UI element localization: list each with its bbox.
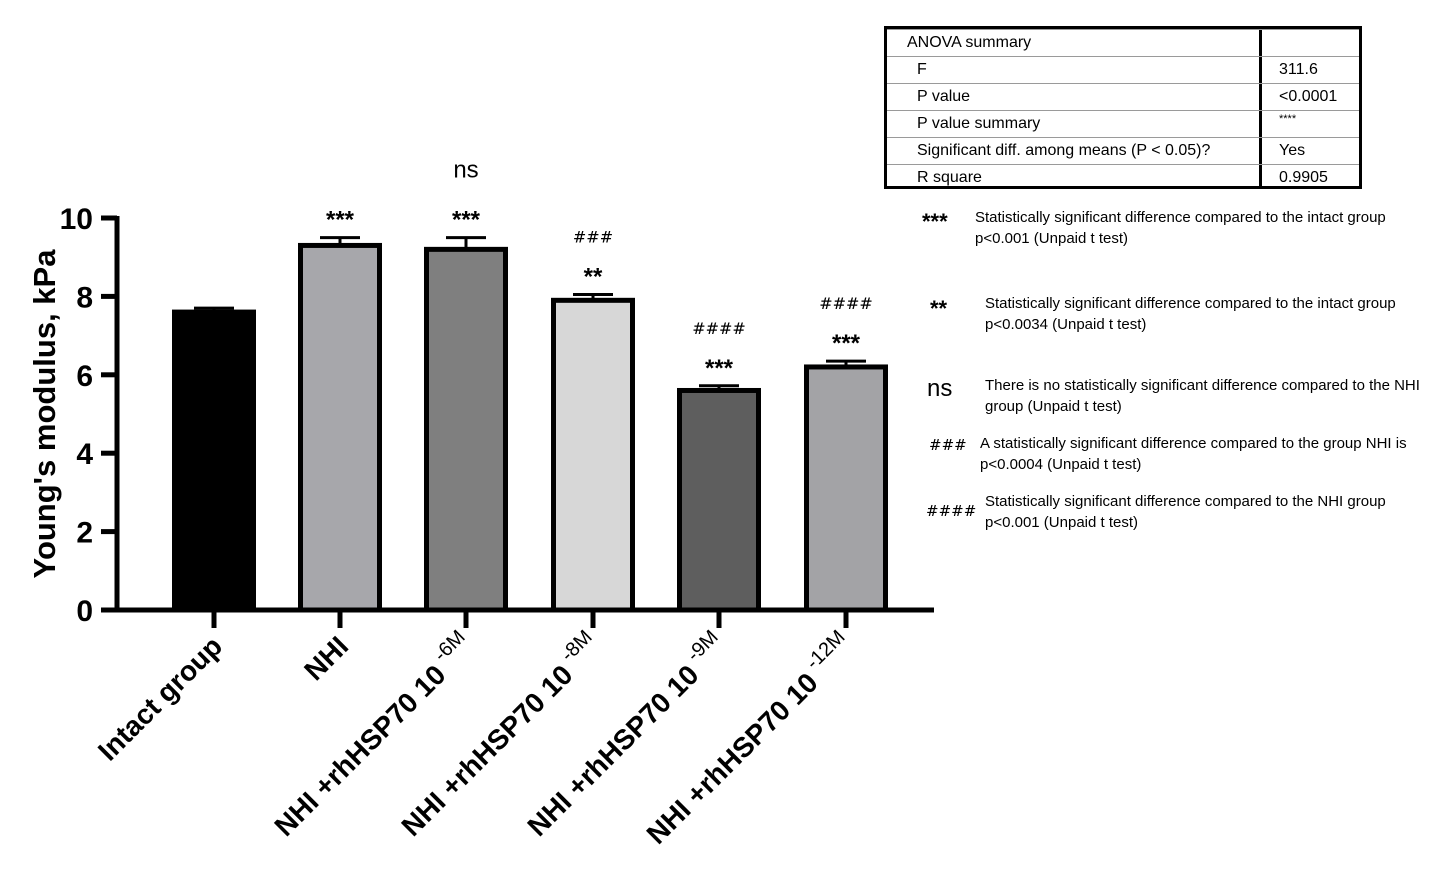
legend-symbol: ns <box>927 375 953 402</box>
anova-column-divider <box>1259 29 1262 186</box>
legend-text: A statistically significant difference c… <box>980 435 1407 473</box>
bar <box>298 242 382 613</box>
legend-symbol: *** <box>922 209 948 234</box>
y-tick-label: 2 <box>76 517 93 550</box>
anova-label: R square <box>917 169 982 186</box>
anova-value: **** <box>1279 113 1297 125</box>
significance-label: ** <box>584 263 603 290</box>
significance-label: *** <box>705 355 734 382</box>
legend-symbol: #### <box>926 502 977 520</box>
significance-label: *** <box>452 207 481 234</box>
anova-value: 311.6 <box>1279 61 1318 78</box>
bar <box>551 297 635 613</box>
legend-symbol: ### <box>929 436 967 454</box>
anova-label: P value summary <box>917 115 1041 132</box>
significance-label: #### <box>819 294 873 313</box>
anova-row-p-summary: P value summary **** <box>887 110 1359 138</box>
y-axis-title: Young's modulus, kPa <box>27 249 62 579</box>
x-tick-label: NHI +rhHSP70 10-12M <box>636 626 860 850</box>
bar <box>677 387 761 613</box>
bar <box>172 309 256 613</box>
anova-label: Significant diff. among means (P < 0.05)… <box>917 142 1211 159</box>
bar <box>424 246 508 613</box>
anova-row-f: F 311.6 <box>887 56 1359 84</box>
significance-label: *** <box>832 330 861 357</box>
y-tick-label: 4 <box>76 438 93 471</box>
significance-label: *** <box>326 207 355 234</box>
x-tick-label: Intact group <box>92 630 228 766</box>
significance-label: ns <box>453 157 478 184</box>
anova-row-significant: Significant diff. among means (P < 0.05)… <box>887 137 1359 165</box>
legend-symbol: ** <box>930 296 948 321</box>
y-tick-label: 6 <box>76 360 93 393</box>
bar <box>804 364 888 613</box>
significance-label: ### <box>573 227 613 246</box>
anova-value: 0.9905 <box>1279 169 1328 186</box>
anova-value: Yes <box>1279 142 1306 159</box>
anova-row-r-square: R square 0.9905 <box>887 164 1359 192</box>
anova-row-p-value: P value <0.0001 <box>887 83 1359 111</box>
anova-label: F <box>917 61 927 78</box>
anova-summary-table: ANOVA summary F 311.6 P value <0.0001 P … <box>884 26 1362 189</box>
legend-text: Statistically significant difference com… <box>985 295 1396 333</box>
legend-text: There is no statistically significant di… <box>985 377 1420 415</box>
anova-title: ANOVA summary <box>907 34 1032 51</box>
legend-text: Statistically significant difference com… <box>985 493 1386 531</box>
anova-label: P value <box>917 88 971 105</box>
y-tick-label: 8 <box>76 281 93 314</box>
x-tick-label: NHI <box>298 630 354 686</box>
y-tick-label: 0 <box>76 595 93 628</box>
y-tick-label: 10 <box>60 203 93 236</box>
anova-title-row: ANOVA summary <box>887 29 1359 57</box>
legend-text: Statistically significant difference com… <box>975 209 1386 247</box>
significance-label: #### <box>692 319 746 338</box>
anova-value: <0.0001 <box>1279 88 1338 105</box>
